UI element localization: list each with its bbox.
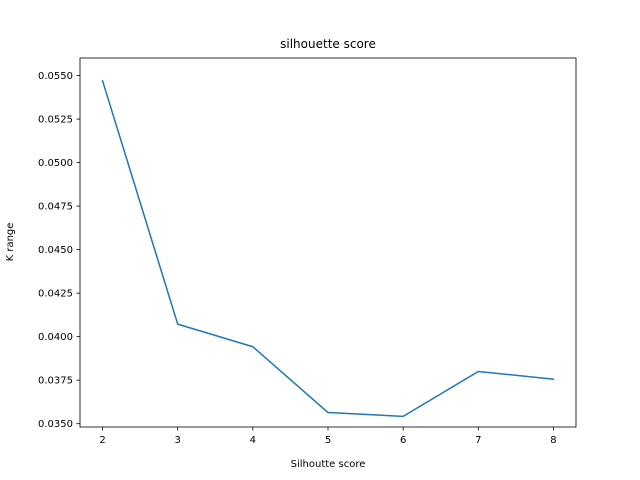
y-tick-label: 0.0500 xyxy=(38,158,73,169)
x-tick-label: 4 xyxy=(250,435,256,446)
plot-frame xyxy=(79,57,577,428)
y-tick-label: 0.0350 xyxy=(38,419,73,430)
x-tick-label: 3 xyxy=(175,435,181,446)
y-tick-label: 0.0375 xyxy=(38,376,73,387)
x-tick-label: 7 xyxy=(475,435,481,446)
x-axis: 2 3 4 5 6 7 8 xyxy=(99,427,557,446)
y-tick-label: 0.0425 xyxy=(38,289,73,300)
x-tick-label: 5 xyxy=(325,435,331,446)
chart-title: silhouette score xyxy=(280,37,376,51)
y-axis-label: K range xyxy=(5,223,16,262)
y-tick-label: 0.0525 xyxy=(38,115,73,126)
y-tick-label: 0.0450 xyxy=(38,245,73,256)
x-tick-label: 6 xyxy=(400,435,406,446)
y-tick-label: 0.0400 xyxy=(38,332,73,343)
y-tick-label: 0.0475 xyxy=(38,202,73,213)
x-axis-label: Silhoutte score xyxy=(291,459,366,470)
x-tick-label: 8 xyxy=(550,435,556,446)
plot-area xyxy=(80,58,576,427)
y-tick-label: 0.0550 xyxy=(38,71,73,82)
series-line xyxy=(101,79,555,418)
x-tick-label: 2 xyxy=(99,435,105,446)
y-axis: 0.0350 0.0375 0.0400 0.0425 0.0450 0.0475 0.05… xyxy=(38,71,80,430)
